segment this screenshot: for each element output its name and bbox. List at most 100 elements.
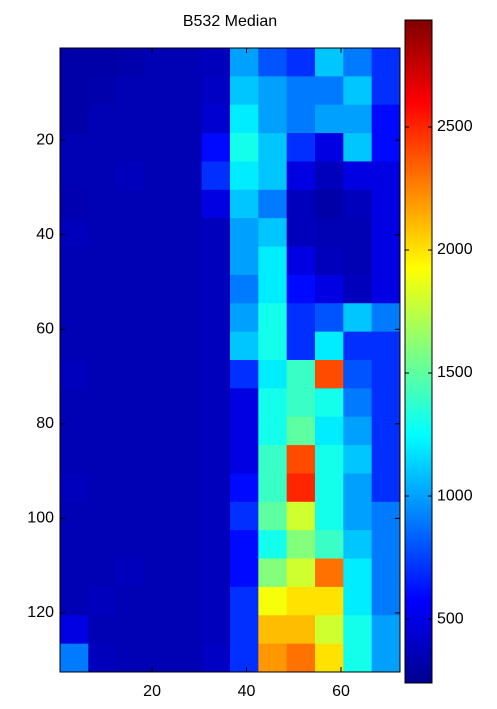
heatmap-cell <box>343 133 373 162</box>
heatmap-cell <box>343 558 373 588</box>
heatmap-cell <box>371 558 401 588</box>
heatmap-cell <box>60 416 89 446</box>
heatmap-cell <box>371 104 401 134</box>
heatmap-cell <box>286 48 316 77</box>
colorbar-tick-label: 2500 <box>437 118 473 135</box>
heatmap-cell <box>173 558 203 588</box>
heatmap-cell <box>371 303 401 333</box>
heatmap-cell <box>145 558 174 588</box>
heatmap-cell <box>230 530 259 560</box>
heatmap-cell <box>371 586 401 616</box>
heatmap-cell <box>230 133 259 162</box>
colorbar-tick-label: 500 <box>437 610 464 627</box>
heatmap-cell <box>60 104 89 134</box>
heatmap-cell <box>258 189 288 219</box>
heatmap-cell <box>145 274 174 304</box>
heatmap-cell <box>116 331 146 361</box>
heatmap-cell <box>315 388 344 418</box>
heatmap-cell <box>116 501 146 531</box>
colorbar <box>404 19 433 684</box>
heatmap-cell <box>371 388 401 418</box>
heatmap-cell <box>173 246 203 276</box>
heatmap-cell <box>173 331 203 361</box>
heatmap-cell <box>60 501 89 531</box>
heatmap-cell <box>116 643 146 673</box>
heatmap-cell <box>230 360 259 389</box>
heatmap-cell <box>315 104 344 134</box>
heatmap-cell <box>343 48 373 77</box>
heatmap-cell <box>201 501 231 531</box>
heatmap-cell <box>145 615 174 645</box>
heatmap-cell <box>343 218 373 248</box>
heatmap-cell <box>88 133 118 162</box>
heatmap-cell <box>343 76 373 106</box>
heatmap-cell <box>145 360 174 389</box>
heatmap-cell <box>88 586 118 616</box>
heatmap-cell <box>88 331 118 361</box>
heatmap-cell <box>258 133 288 162</box>
heatmap-cell <box>286 586 316 616</box>
heatmap-cell <box>230 473 259 503</box>
heatmap-cell <box>201 416 231 446</box>
heatmap-cell <box>286 104 316 134</box>
heatmap-cell <box>88 416 118 446</box>
heatmap-cell <box>145 530 174 560</box>
heatmap-cell <box>173 303 203 333</box>
heatmap-cell <box>258 586 288 616</box>
heatmap-cell <box>343 388 373 418</box>
heatmap-cell <box>173 133 203 162</box>
heatmap-cell <box>343 274 373 304</box>
heatmap-cell <box>88 104 118 134</box>
heatmap-cell <box>343 586 373 616</box>
heatmap-cell <box>230 586 259 616</box>
heatmap-cell <box>116 189 146 219</box>
heatmap-cell <box>201 331 231 361</box>
heatmap-cell <box>173 360 203 389</box>
heatmap-cell <box>201 274 231 304</box>
heatmap-cell <box>315 331 344 361</box>
heatmap-cell <box>258 416 288 446</box>
heatmap-cell <box>173 189 203 219</box>
heatmap-cell <box>201 48 231 77</box>
heatmap-cell <box>116 530 146 560</box>
heatmap-cell <box>173 218 203 248</box>
heatmap-cell <box>258 360 288 389</box>
heatmap-cell <box>116 445 146 474</box>
heatmap-cell <box>286 388 316 418</box>
heatmap-cell <box>230 76 259 106</box>
heatmap-cell <box>315 530 344 560</box>
x-tick-label: 40 <box>238 683 256 700</box>
heatmap-cell <box>230 104 259 134</box>
heatmap-cell <box>258 473 288 503</box>
heatmap-cell <box>145 416 174 446</box>
heatmap-cell <box>315 558 344 588</box>
heatmap-cell <box>315 76 344 106</box>
heatmap-cell <box>286 161 316 191</box>
heatmap-cell <box>286 416 316 446</box>
heatmap-cell <box>371 133 401 162</box>
heatmap-cell <box>230 161 259 191</box>
heatmap-cell <box>315 643 344 673</box>
heatmap-cell <box>145 586 174 616</box>
heatmap-cell <box>60 161 89 191</box>
heatmap-cell <box>145 501 174 531</box>
heatmap-cell <box>88 558 118 588</box>
heatmap-cell <box>286 218 316 248</box>
heatmap-cell <box>88 189 118 219</box>
heatmap-cell <box>88 388 118 418</box>
heatmap-cell <box>60 530 89 560</box>
heatmap-cell <box>201 586 231 616</box>
heatmap-cell <box>371 530 401 560</box>
heatmap-cell <box>258 303 288 333</box>
heatmap-cell <box>88 530 118 560</box>
heatmap-cell <box>201 189 231 219</box>
heatmap-cell <box>201 473 231 503</box>
heatmap-cell <box>315 189 344 219</box>
heatmap-cell <box>258 76 288 106</box>
colorbar-tick-label: 1500 <box>437 364 473 381</box>
heatmap-cell <box>343 615 373 645</box>
heatmap-cell <box>201 530 231 560</box>
heatmap-cell <box>145 161 174 191</box>
heatmap-cell <box>60 586 89 616</box>
heatmap-cell <box>315 274 344 304</box>
